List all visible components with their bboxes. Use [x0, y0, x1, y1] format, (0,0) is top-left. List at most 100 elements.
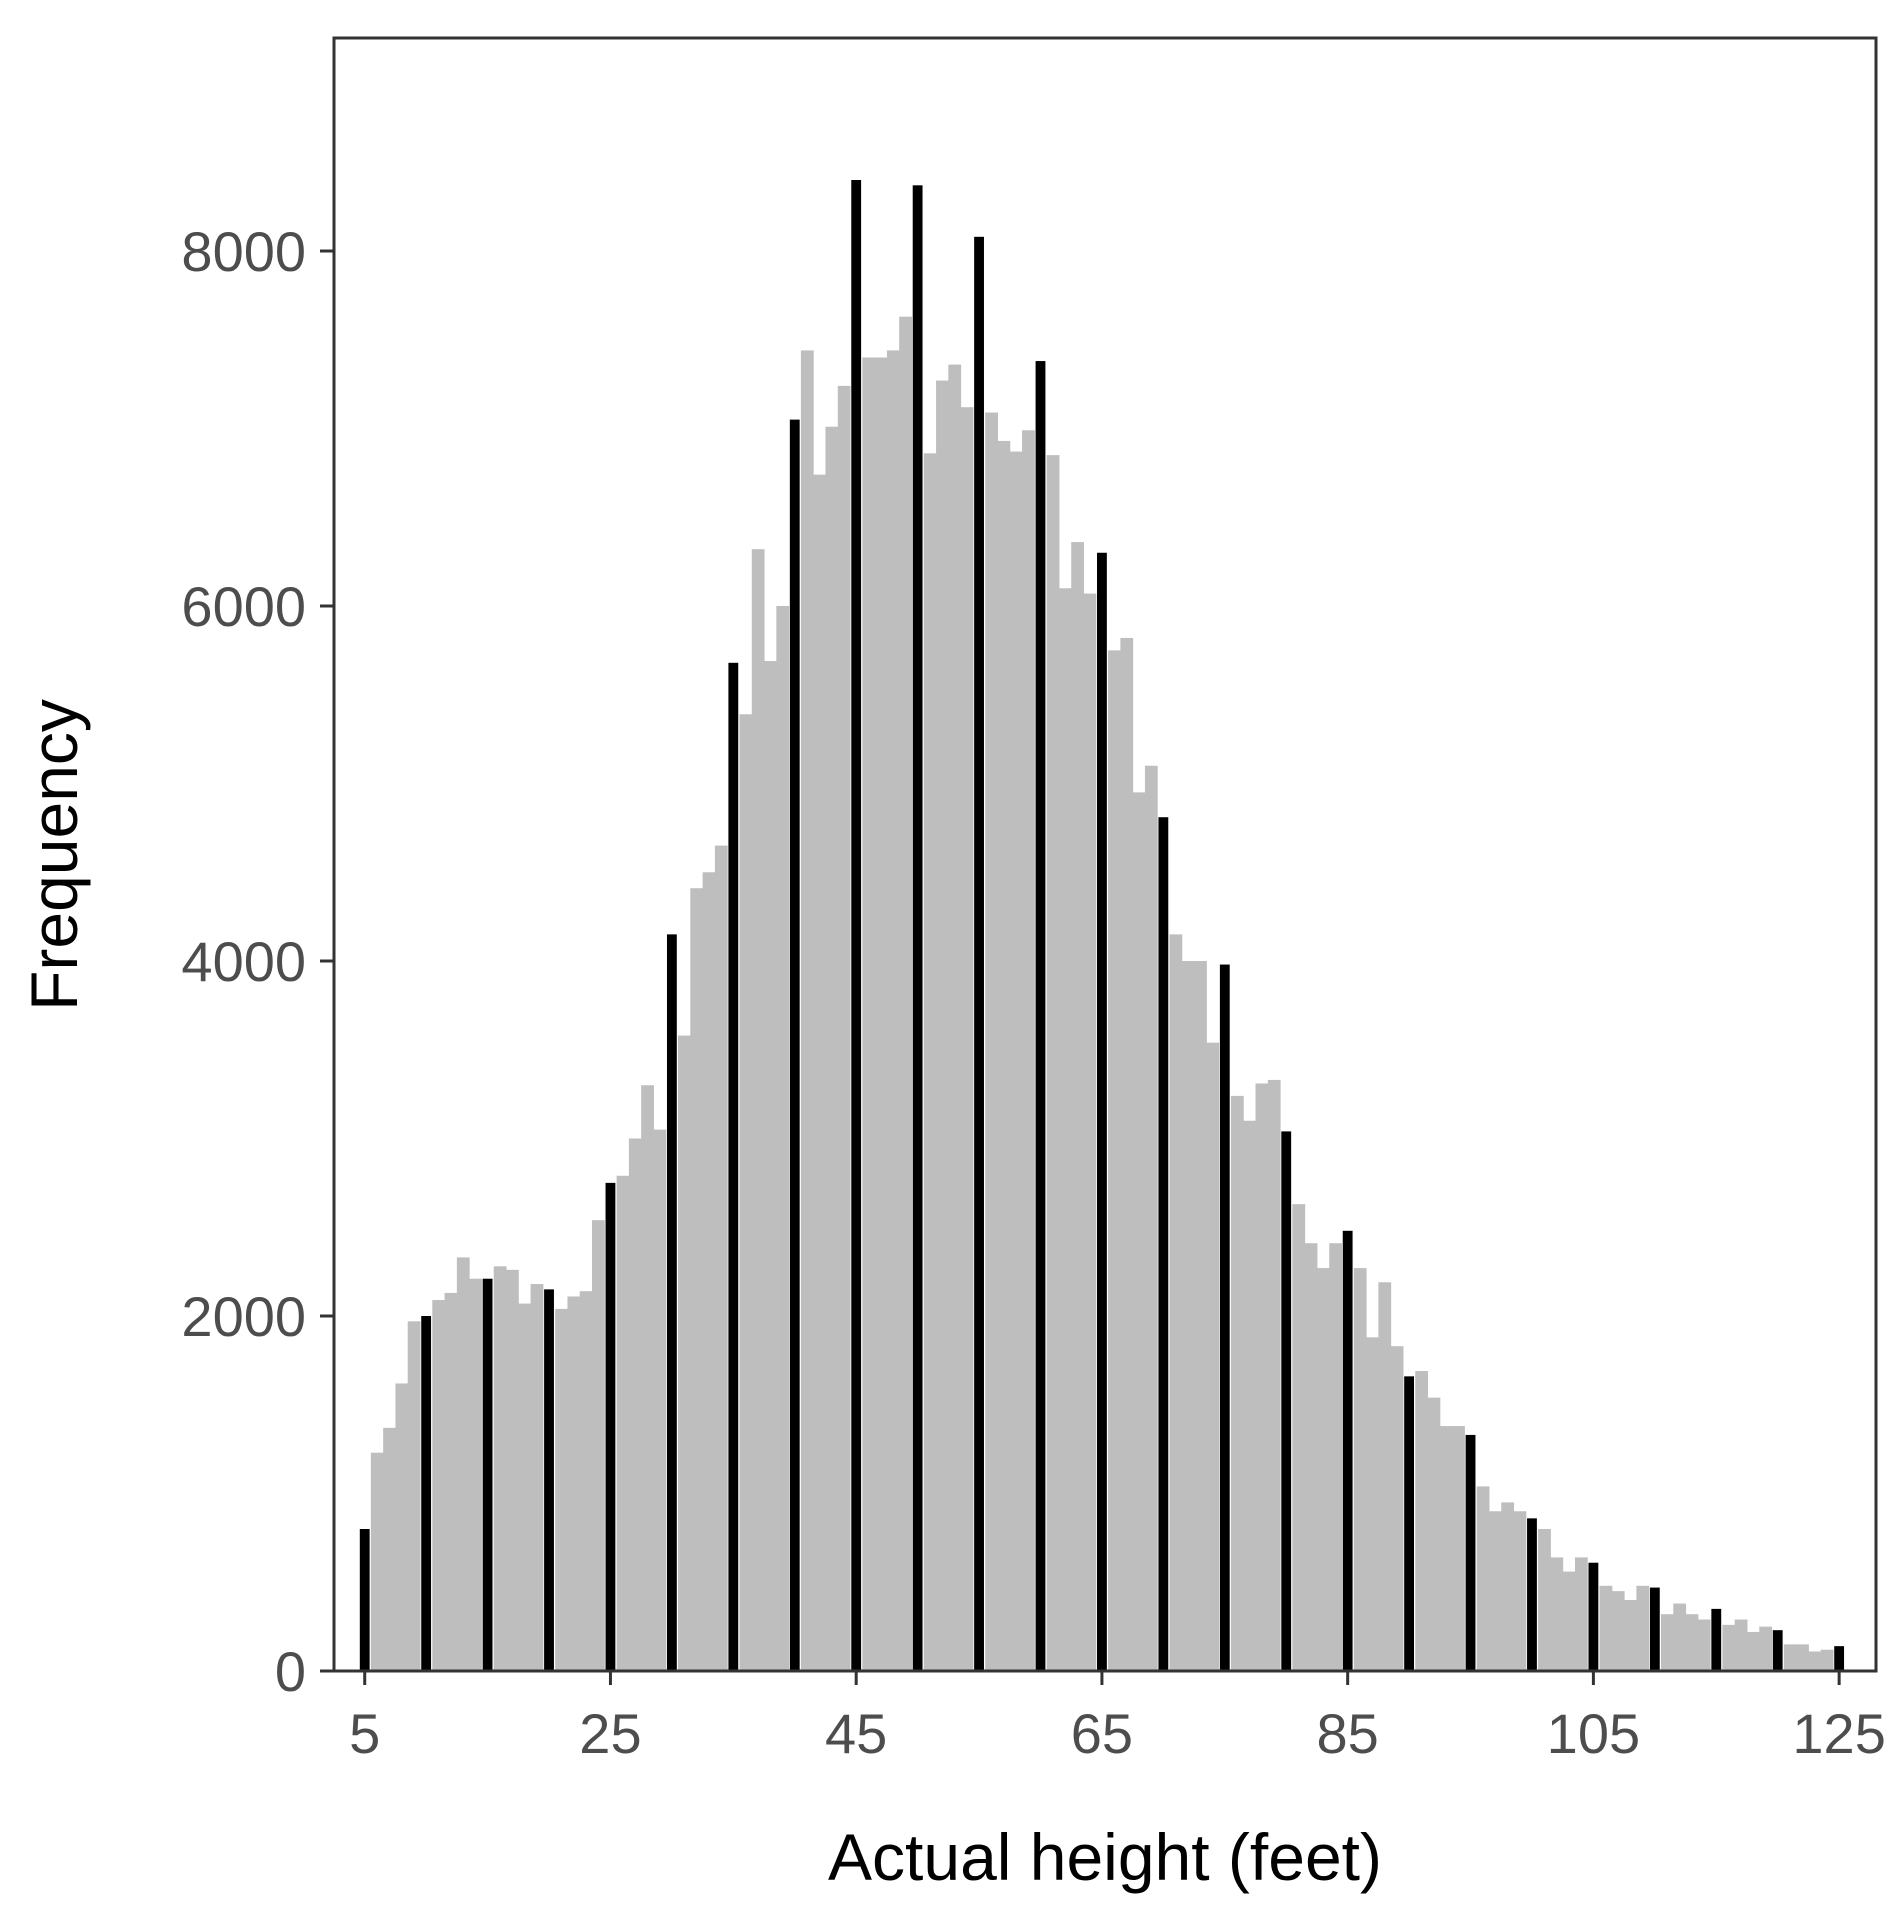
histogram-bar [862, 357, 876, 1671]
histogram-bar [1488, 1511, 1502, 1671]
histogram-bar [641, 1085, 654, 1671]
histogram-bar-highlight [359, 1529, 370, 1671]
histogram-bar [444, 1292, 458, 1671]
histogram-bar [678, 1035, 691, 1671]
histogram-bar-highlight [421, 1316, 432, 1671]
histogram-bar [1329, 1243, 1343, 1671]
histogram-bar-highlight [1711, 1608, 1722, 1671]
histogram-bar [1673, 1603, 1687, 1671]
histogram-bar [1046, 455, 1060, 1671]
histogram-bar [518, 1303, 532, 1671]
histogram-bar [751, 549, 765, 1672]
x-tick-label: 125 [1792, 1702, 1885, 1765]
histogram-bar [1292, 1204, 1306, 1671]
y-axis-title: Frequency [17, 699, 91, 1011]
histogram-bar [1759, 1626, 1773, 1671]
histogram-bar [1108, 650, 1121, 1671]
histogram-bar [776, 606, 790, 1671]
histogram-bar [1353, 1268, 1367, 1671]
histogram-bar-highlight [482, 1278, 493, 1671]
histogram-bar [1071, 542, 1084, 1671]
histogram-bar-highlight [1035, 361, 1046, 1671]
histogram-bar [1144, 765, 1158, 1671]
histogram-bar [370, 1452, 384, 1671]
x-tick-label: 85 [1317, 1702, 1379, 1765]
histogram-bar [1574, 1557, 1588, 1671]
histogram-bar [1796, 1644, 1809, 1671]
histogram-bar [628, 1138, 642, 1671]
histogram-bar [1611, 1591, 1625, 1671]
histogram-bar-highlight [1834, 1646, 1845, 1671]
histogram-bar [1722, 1624, 1736, 1671]
histogram-bar [1169, 934, 1183, 1671]
histogram-bar [530, 1284, 544, 1671]
histogram-bar [1562, 1571, 1576, 1671]
histogram-bar-highlight [1097, 552, 1107, 1671]
histogram-bar [1267, 1079, 1281, 1671]
y-tick-label: 4000 [181, 930, 306, 993]
y-tick-label: 2000 [181, 1285, 306, 1348]
histogram-bar [1820, 1649, 1834, 1671]
histogram-bar-highlight [544, 1289, 554, 1671]
histogram-bar-highlight [851, 180, 862, 1671]
y-axis: 0 2000 4000 6000 8000 [181, 220, 334, 1703]
histogram-bar [432, 1300, 446, 1671]
histogram-bar [702, 872, 716, 1671]
histogram-bar [1022, 430, 1035, 1671]
x-tick-label: 25 [579, 1702, 641, 1765]
histogram-bar [1230, 1095, 1244, 1671]
histogram-bar [383, 1427, 396, 1671]
histogram-bar [1243, 1120, 1257, 1671]
x-axis: 5 25 45 65 85 105 125 [349, 1671, 1886, 1765]
histogram-bar [493, 1266, 507, 1671]
histogram-bar [1390, 1346, 1404, 1671]
histogram-bar [690, 888, 704, 1671]
histogram-bar [1181, 961, 1195, 1671]
histogram-bar-highlight [1219, 964, 1230, 1671]
x-tick-label: 105 [1547, 1702, 1640, 1765]
histogram-bar [1808, 1651, 1822, 1671]
histogram-bar [1452, 1426, 1465, 1671]
histogram-bar-highlight [789, 419, 800, 1671]
x-tick-label: 65 [1071, 1702, 1133, 1765]
histogram-bar [1697, 1619, 1711, 1671]
histogram-bar [936, 380, 949, 1672]
histogram-bar [1427, 1397, 1441, 1671]
histogram-bar [764, 661, 777, 1671]
histogram-bar [1206, 1042, 1220, 1671]
histogram-bar [456, 1257, 470, 1671]
histogram-bar [1439, 1426, 1453, 1671]
histogram-bar [506, 1269, 519, 1671]
x-axis-title: Actual height (feet) [828, 1820, 1382, 1894]
histogram-bar [1255, 1083, 1269, 1671]
histogram-bar [1685, 1614, 1699, 1671]
histogram-bar [825, 426, 839, 1672]
histogram-bar [555, 1308, 568, 1671]
histogram-bar [1194, 961, 1207, 1671]
histogram-bar-highlight [1465, 1434, 1476, 1671]
histogram-bar [1599, 1585, 1613, 1671]
histogram-bar [1550, 1557, 1564, 1671]
histogram-bar-highlight [1342, 1230, 1353, 1671]
histogram-bar [800, 350, 814, 1671]
histogram-bar [923, 453, 937, 1672]
histogram-bar [1058, 588, 1072, 1671]
histogram-bar [739, 714, 753, 1671]
y-tick-label: 0 [275, 1640, 306, 1703]
histogram-bar [1415, 1371, 1429, 1671]
histogram-bar [1366, 1337, 1379, 1671]
histogram-bar-highlight [1588, 1562, 1599, 1671]
histogram-bar [616, 1175, 630, 1671]
histogram-bar [886, 350, 900, 1671]
histogram-bar [1734, 1619, 1748, 1671]
histogram-bar-highlight [1527, 1518, 1537, 1671]
histogram-bar [395, 1383, 409, 1671]
histogram-bar [1083, 593, 1097, 1672]
histogram-bar [1624, 1600, 1637, 1671]
histogram-bar [1316, 1268, 1330, 1671]
histogram-bar [1746, 1631, 1760, 1671]
histogram-bar [567, 1296, 581, 1671]
histogram-bar [1501, 1502, 1515, 1671]
histogram-bar [813, 474, 826, 1671]
